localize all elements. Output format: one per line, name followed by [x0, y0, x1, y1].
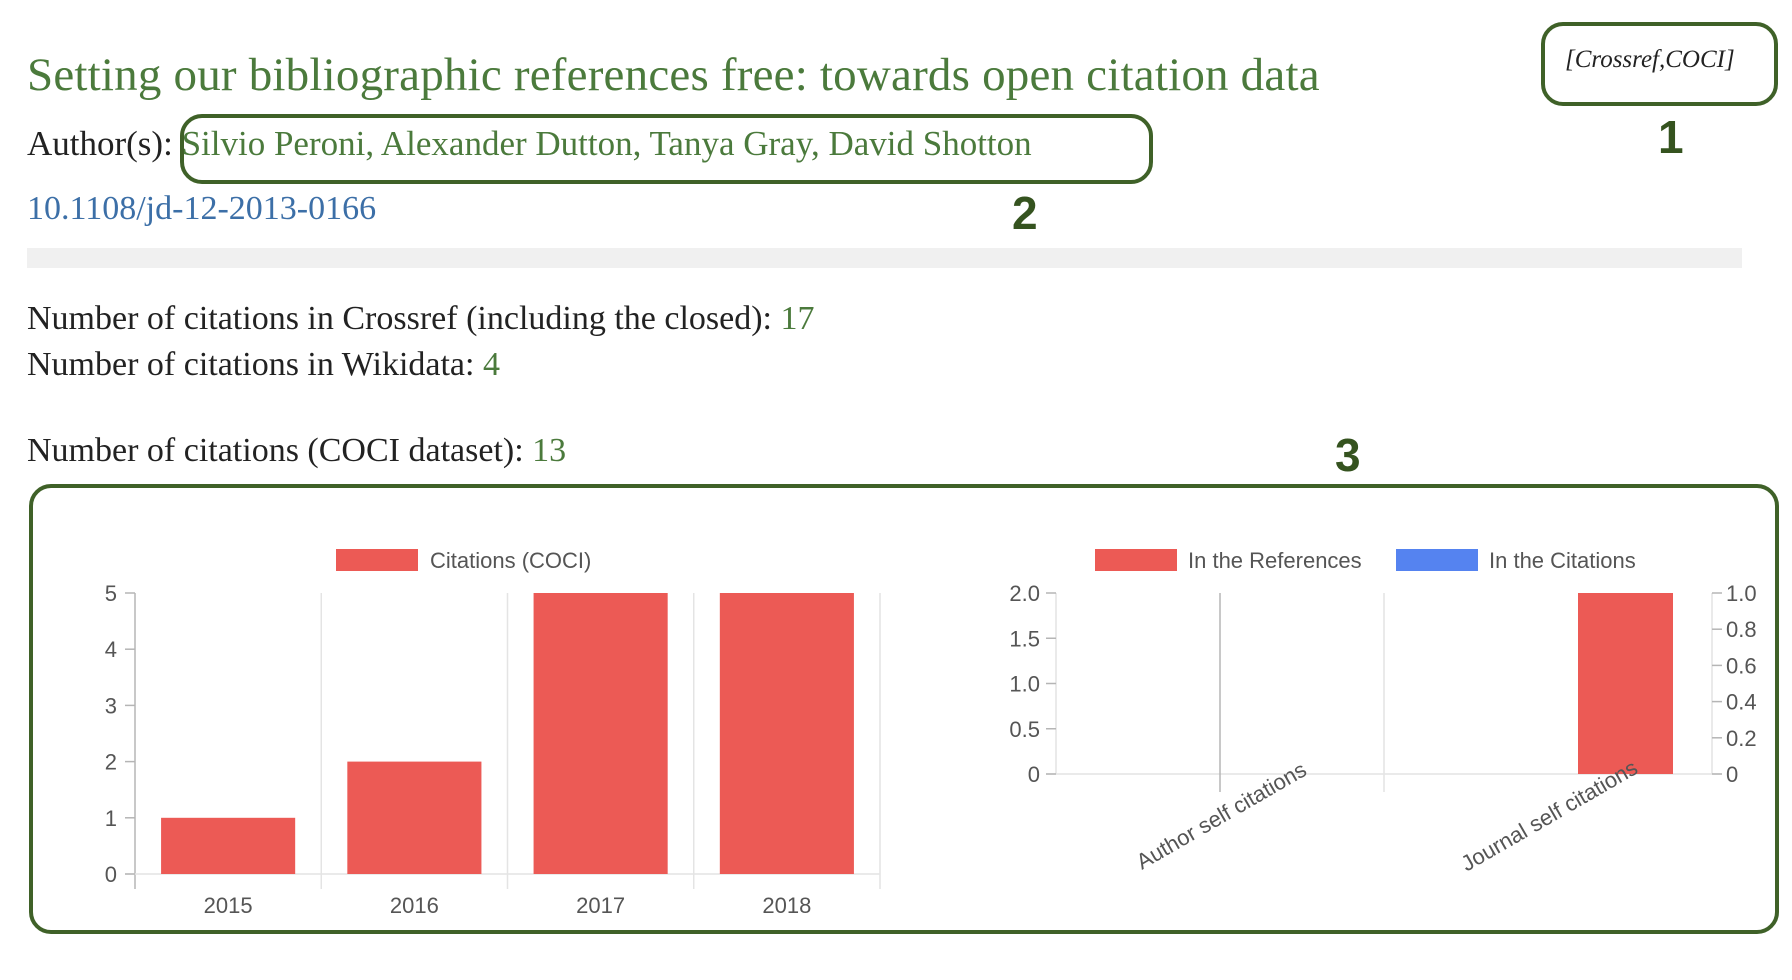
chart2-right-tick-label: 0.2: [1726, 726, 1757, 751]
separator-bar: [27, 248, 1742, 268]
chart2-right-tick-label: 0.8: [1726, 617, 1757, 642]
author-list[interactable]: Silvio Peroni, Alexander Dutton, Tanya G…: [181, 124, 1032, 163]
chart2-left-tick-label: 2.0: [1009, 581, 1040, 606]
bar-2017: [533, 593, 668, 874]
chart1-x-tick-label: 2015: [204, 893, 253, 918]
legend-swatch-in-the-citations: [1396, 549, 1478, 571]
chart2-right-tick-label: 0.4: [1726, 690, 1757, 715]
legend-label-in-the-citations: In the Citations: [1489, 548, 1636, 573]
wikidata-citations: Number of citations in Wikidata: 4: [27, 346, 500, 384]
chart1-x-tick-label: 2018: [762, 893, 811, 918]
chart1-y-tick-label: 2: [105, 750, 117, 775]
chart2-right-tick-label: 1.0: [1726, 581, 1757, 606]
author-line: Author(s): Silvio Peroni, Alexander Dutt…: [27, 124, 1032, 164]
chart2-left-tick-label: 0.5: [1009, 717, 1040, 742]
crossref-citations-label: Number of citations in Crossref (includi…: [27, 300, 781, 337]
coci-citations-value: 13: [532, 432, 567, 469]
coci-citations-label: Number of citations (COCI dataset):: [27, 432, 533, 469]
chart1-y-tick-label: 3: [105, 693, 117, 718]
wikidata-citations-label: Number of citations in Wikidata:: [27, 346, 483, 383]
callout-box-charts: [29, 484, 1779, 934]
chart1-y-tick-label: 1: [105, 806, 117, 831]
chart1-y-tick-label: 5: [105, 581, 117, 606]
coci-citations: Number of citations (COCI dataset): 13: [27, 432, 566, 470]
chart1-y-tick-label: 4: [105, 637, 117, 662]
doi-link[interactable]: 10.1108/jd-12-2013-0166: [27, 190, 377, 227]
paper-title: Setting our bibliographic references fre…: [27, 49, 1320, 101]
bar-2016: [347, 761, 482, 874]
chart2-right-tick-label: 0.6: [1726, 653, 1757, 678]
callout-number-1: 1: [1658, 111, 1684, 163]
author-label: Author(s):: [27, 124, 182, 163]
chart1-x-tick-label: 2017: [576, 893, 625, 918]
chart1-y-tick-label: 0: [105, 862, 117, 887]
legend-swatch-in-the-references: [1095, 549, 1177, 571]
chart2-right-tick-label: 0: [1726, 762, 1738, 787]
chart1-x-tick-label: 2016: [390, 893, 439, 918]
chart2-left-tick-label: 1.0: [1009, 672, 1040, 697]
callout-number-3: 3: [1335, 429, 1361, 481]
crossref-citations: Number of citations in Crossref (includi…: [27, 300, 815, 338]
crossref-citations-value: 17: [780, 300, 815, 337]
legend-swatch-citations-coci: [336, 549, 418, 571]
chart2-left-tick-label: 1.5: [1009, 626, 1040, 651]
chart2-left-tick-label: 0: [1028, 762, 1040, 787]
wikidata-citations-value: 4: [482, 346, 500, 383]
sources-label: [Crossref,COCI]: [1565, 46, 1735, 73]
bar-references-1: [1578, 593, 1673, 774]
callout-box-authors: [180, 114, 1153, 184]
bar-2015: [161, 817, 296, 874]
legend-label-citations-coci: Citations (COCI): [430, 548, 591, 573]
bar-2018: [719, 593, 854, 874]
callout-number-2: 2: [1012, 187, 1038, 239]
callout-box-sources: [1541, 22, 1778, 106]
chart2-x-tick-label: Journal self citations: [1457, 755, 1642, 876]
legend-label-in-the-references: In the References: [1188, 548, 1362, 573]
